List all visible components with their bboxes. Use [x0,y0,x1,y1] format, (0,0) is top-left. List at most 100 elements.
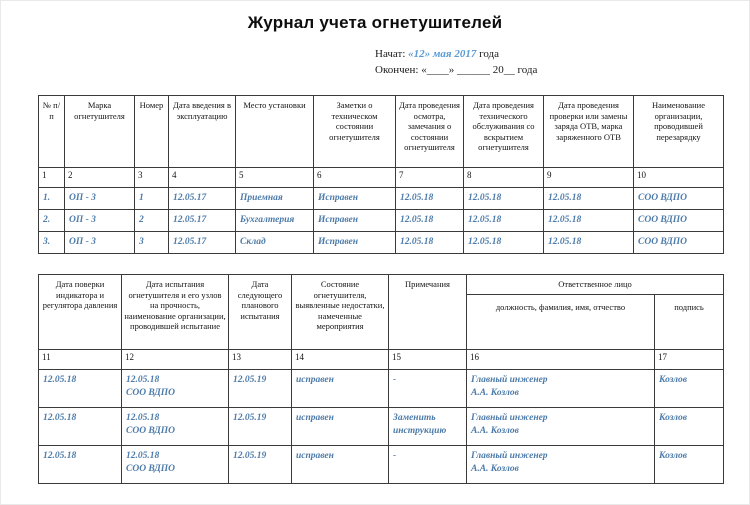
start-date-value: «12» мая 2017 [408,48,477,60]
table-cell: 12.05.18 [395,186,464,210]
page-title: Журнал учета огнетушителей [247,13,503,32]
start-label: Начат: [375,48,406,60]
table-cell: 2 [134,208,169,232]
column-number: 17 [653,348,725,370]
table-cell: 12.05.18 СОО ВДПО [121,368,229,408]
table-cell: 12.05.19 [228,406,292,446]
column-header: Дата следующего планового испытания [228,273,292,350]
table-cell: 12.05.18 СОО ВДПО [121,406,229,446]
maintenance-log-table: Дата поверки индикатора и регулятора дав… [38,273,725,484]
table-cell: 12.05.18 СОО ВДПО [121,444,229,484]
column-number: 3 [134,166,169,188]
table2-subheader-row: должность, фамилия, имя, отчество подпис… [39,293,725,350]
table-cell: - [388,444,467,484]
column-number: 5 [235,166,314,188]
table-cell: исправен [291,368,389,408]
table-cell: 12.05.17 [168,230,236,254]
table-cell: Главный инженер А.А. Козлов [466,444,655,484]
table-row: 1. ОП - 3 1 12.05.17 Приемная Исправен 1… [38,186,724,210]
table-cell: 12.05.18 [543,208,634,232]
table-cell: 12.05.17 [168,186,236,210]
column-header: подпись [653,293,725,350]
column-number: 7 [395,166,464,188]
column-header: Заметки о техническом состоянии огнетуши… [313,94,396,168]
table-cell: исправен [291,444,389,484]
journal-dates: Начат: «12» мая 2017 года Окончен: «____… [375,47,750,79]
journal-start-line: Начат: «12» мая 2017 года [375,47,750,63]
table-row: 12.05.18 12.05.18 СОО ВДПО 12.05.19 испр… [38,368,725,408]
column-number: 1 [38,166,65,188]
table-cell: - [388,368,467,408]
column-header: Марка огнетушителя [64,94,135,168]
table-cell: 3 [134,230,169,254]
table-row: 12.05.18 12.05.18 СОО ВДПО 12.05.19 испр… [38,406,725,446]
column-header: Место установки [235,94,314,168]
column-number: 2 [64,166,135,188]
table-cell: 12.05.18 [463,230,544,254]
journal-end-line: Окончен: «____» ______ 20__ года [375,63,538,76]
table-cell: исправен [291,406,389,446]
table-row: 3. ОП - 3 3 12.05.17 Склад Исправен 12.0… [38,230,724,254]
column-header: Дата поверки индикатора и регулятора дав… [38,273,122,350]
table-cell: 3. [38,230,65,254]
table-cell: 12.05.18 [463,186,544,210]
table-cell: Исправен [313,208,396,232]
column-header: Дата проведения технического обслуживани… [463,94,544,168]
column-header: Наименование организации, проводившей пе… [633,94,724,168]
column-header: Номер [134,94,169,168]
table-cell: 12.05.18 [395,230,464,254]
table-cell: 12.05.17 [168,208,236,232]
table-cell: СОО ВДПО [633,208,724,232]
signature-cell: Козлов [653,444,725,484]
table-cell: 12.05.18 [38,444,122,484]
table-cell: ОП - 3 [64,186,135,210]
table-cell: СОО ВДПО [633,230,724,254]
column-header: Дата проведения осмотра, замечания о сос… [395,94,464,168]
table-cell: 12.05.19 [228,368,292,408]
column-number: 15 [388,348,467,370]
table1-header-row: № п/п Марка огнетушителя Номер Дата введ… [38,94,724,168]
table-row: 2. ОП - 3 2 12.05.17 Бухгалтерия Исправе… [38,208,724,232]
table-cell: Заменить инструкцию [388,406,467,446]
table-cell: Главный инженер А.А. Козлов [466,368,655,408]
signature-cell: Козлов [653,406,725,446]
column-header: должность, фамилия, имя, отчество [466,293,655,350]
signature-cell: Козлов [653,368,725,408]
column-header: № п/п [38,94,65,168]
table-cell: 1 [134,186,169,210]
table-cell: Исправен [313,230,396,254]
column-header: Дата введения в эксплуатацию [168,94,236,168]
table-cell: 12.05.18 [395,208,464,232]
table-cell: Главный инженер А.А. Козлов [466,406,655,446]
table-cell: 12.05.19 [228,444,292,484]
table-cell: 12.05.18 [463,208,544,232]
responsible-person-header: Ответственное лицо [465,273,725,295]
table2-number-row: 11 12 13 14 15 16 17 [38,348,725,370]
column-number: 16 [466,348,655,370]
column-number: 6 [313,166,396,188]
extinguisher-register-table: № п/п Марка огнетушителя Номер Дата введ… [38,94,724,254]
column-number: 12 [121,348,229,370]
table-cell: 12.05.18 [543,230,634,254]
column-number: 11 [38,348,122,370]
table-cell: 12.05.18 [543,186,634,210]
table-cell: Бухгалтерия [235,208,314,232]
column-number: 9 [543,166,634,188]
column-header: Дата проведения проверки или замены заря… [543,94,634,168]
table1-number-row: 1 2 3 4 5 6 7 8 9 10 [38,166,724,188]
table-cell: 2. [38,208,65,232]
table2-header-row: Дата поверки индикатора и регулятора дав… [38,273,725,350]
table-cell: Исправен [313,186,396,210]
column-header: Примечания [388,273,467,350]
column-number: 14 [291,348,389,370]
table-cell: 1. [38,186,65,210]
table-cell: Склад [235,230,314,254]
column-number: 13 [228,348,292,370]
table-cell: Приемная [235,186,314,210]
column-header: Состояние огнетушителя, выявленные недос… [291,273,389,350]
table-cell: 12.05.18 [38,368,122,408]
column-number: 4 [168,166,236,188]
column-number: 8 [463,166,544,188]
table-cell: 12.05.18 [38,406,122,446]
